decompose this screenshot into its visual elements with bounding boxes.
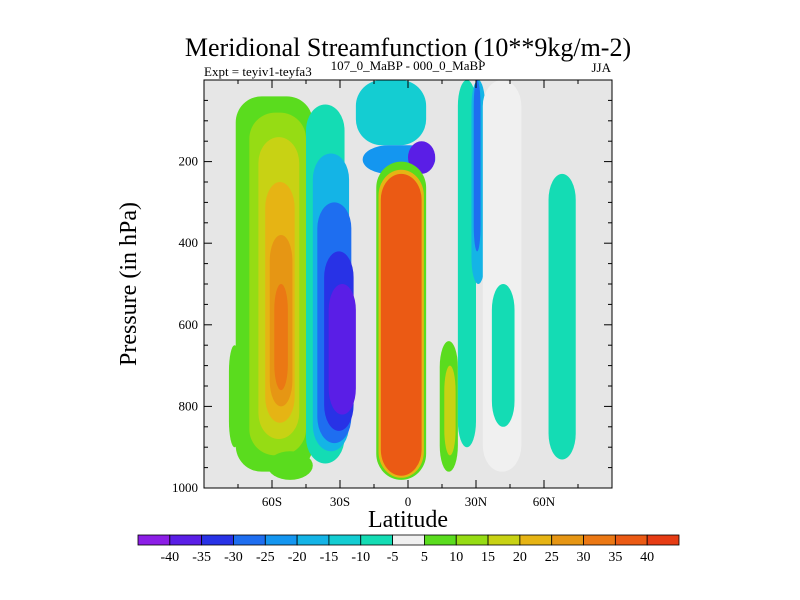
- colorbar-box-7: [360, 534, 393, 546]
- contour-region-24: [267, 451, 313, 480]
- colorbar-box-12: [519, 534, 553, 546]
- x-tick-label-0: 60S: [262, 494, 282, 509]
- x-tick-label-4: 60N: [533, 494, 556, 509]
- y-axis-label: Pressure (in hPa): [116, 202, 142, 366]
- y-tick-label-2: 600: [179, 317, 199, 332]
- colorbar-box-14: [583, 534, 616, 546]
- chart-subtitle-right: JJA: [591, 60, 611, 75]
- contour-region-14: [408, 141, 436, 174]
- colorbar-box-13: [551, 534, 584, 546]
- colorbar-label-1: -35: [192, 550, 211, 565]
- colorbar-label-7: -5: [387, 550, 399, 565]
- contour-region-6: [274, 284, 288, 391]
- plot-area: [204, 80, 612, 488]
- colorbar-box-8: [392, 534, 425, 546]
- colorbar-box-2: [201, 534, 234, 546]
- colorbar-label-8: 5: [421, 550, 428, 565]
- contour-region-17: [380, 173, 422, 476]
- colorbar-label-10: 15: [481, 550, 495, 565]
- colorbar-box-5: [296, 534, 330, 546]
- colorbar-labels: -40 -35 -30 -25 -20 -15 -10 -5 5 10 15 20 25 30 35 40: [160, 550, 654, 565]
- x-axis-label: Latitude: [368, 507, 448, 533]
- colorbar: [137, 534, 680, 546]
- chart-subtitle-center: 107_0_MaBP - 000_0_MaBP: [331, 58, 486, 73]
- colorbar-box-4: [264, 534, 298, 546]
- colorbar-box-15: [614, 534, 648, 546]
- colorbar-box-3: [233, 534, 266, 546]
- colorbar-label-0: -40: [160, 550, 179, 565]
- colorbar-box-16: [646, 534, 680, 546]
- x-tick-label-1: 30S: [330, 494, 350, 509]
- colorbar-label-4: -20: [288, 550, 307, 565]
- colorbar-label-2: -30: [224, 550, 243, 565]
- y-tick-label-4: 1000: [172, 480, 198, 495]
- colorbar-label-3: -25: [256, 550, 275, 565]
- y-tick-label-1: 400: [179, 235, 199, 250]
- contour-region-22: [473, 80, 481, 252]
- colorbar-box-9: [424, 534, 457, 546]
- colorbar-label-9: 10: [449, 550, 463, 565]
- colorbar-box-10: [455, 534, 489, 546]
- colorbar-label-11: 20: [513, 550, 527, 565]
- contour-region-19: [444, 365, 456, 456]
- chart-subtitle-left: Expt = teyiv1-teyfa3: [204, 64, 312, 79]
- colorbar-label-14: 35: [608, 550, 622, 565]
- contour-region-26: [548, 173, 576, 460]
- colorbar-label-12: 25: [545, 550, 559, 565]
- colorbar-box-1: [169, 534, 203, 546]
- contour-region-25: [491, 284, 515, 427]
- y-tick-label-3: 800: [179, 398, 199, 413]
- colorbar-box-0: [137, 534, 171, 546]
- colorbar-label-13: 30: [577, 550, 591, 565]
- chart-title: Meridional Streamfunction (10**9kg/m-2): [185, 33, 631, 62]
- x-axis-ticks: 60S 30S 0 30N 60N: [237, 80, 579, 509]
- x-tick-label-2: 0: [405, 494, 412, 509]
- contour-region-12: [355, 80, 427, 146]
- y-axis-ticks: 200 400 600 800 1000: [172, 99, 612, 495]
- x-tick-label-3: 30N: [465, 494, 488, 509]
- y-tick-label-0: 200: [179, 154, 199, 169]
- colorbar-label-6: -10: [351, 550, 370, 565]
- colorbar-box-6: [328, 534, 362, 546]
- contour-region-11: [328, 284, 356, 415]
- colorbar-box-11: [487, 534, 521, 546]
- colorbar-label-5: -15: [320, 550, 339, 565]
- colorbar-label-15: 40: [640, 550, 654, 565]
